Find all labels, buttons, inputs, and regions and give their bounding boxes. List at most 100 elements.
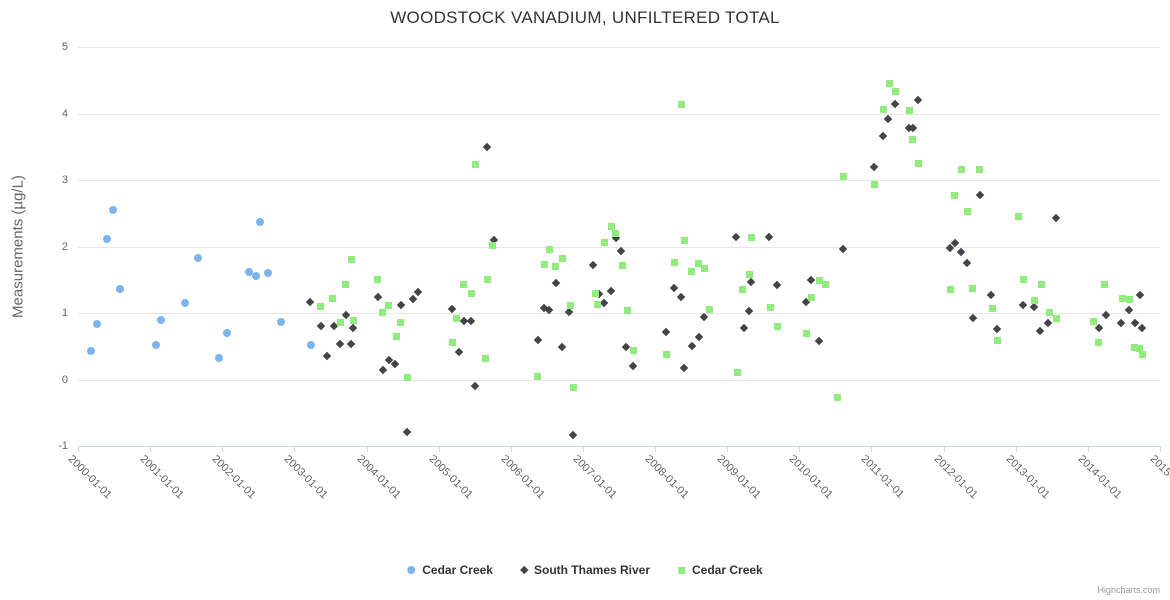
data-point-circle[interactable]: [180, 299, 189, 308]
data-point-diamond[interactable]: [687, 342, 696, 351]
data-point-square[interactable]: [885, 79, 893, 87]
data-point-diamond[interactable]: [807, 276, 816, 285]
data-point-square[interactable]: [600, 238, 608, 246]
data-point-diamond[interactable]: [1035, 326, 1045, 336]
data-point-square[interactable]: [348, 256, 356, 264]
data-point-square[interactable]: [336, 318, 344, 326]
data-point-circle[interactable]: [156, 315, 165, 324]
data-point-circle[interactable]: [306, 340, 315, 349]
data-point-circle[interactable]: [115, 285, 124, 294]
data-point-diamond[interactable]: [470, 381, 480, 391]
data-point-square[interactable]: [404, 373, 412, 381]
data-point-square[interactable]: [623, 307, 631, 315]
data-point-diamond[interactable]: [993, 324, 1002, 334]
data-point-diamond[interactable]: [403, 427, 412, 437]
data-point-square[interactable]: [317, 302, 325, 310]
data-point-square[interactable]: [453, 315, 461, 323]
data-point-diamond[interactable]: [739, 323, 748, 332]
data-point-square[interactable]: [384, 302, 392, 310]
highcharts-credits-link[interactable]: Highcharts.com: [1097, 585, 1160, 595]
data-point-square[interactable]: [594, 301, 602, 309]
data-point-square[interactable]: [570, 383, 578, 391]
data-point-circle[interactable]: [102, 234, 111, 243]
data-point-diamond[interactable]: [322, 351, 331, 360]
data-point-square[interactable]: [541, 261, 549, 269]
data-point-square[interactable]: [459, 281, 467, 289]
data-point-diamond[interactable]: [569, 430, 578, 439]
data-point-square[interactable]: [1020, 276, 1028, 284]
data-point-diamond[interactable]: [390, 359, 400, 369]
data-point-square[interactable]: [481, 355, 489, 363]
data-point-diamond[interactable]: [335, 339, 344, 348]
data-point-square[interactable]: [1052, 314, 1060, 322]
data-point-square[interactable]: [449, 338, 457, 346]
data-point-diamond[interactable]: [316, 322, 326, 331]
data-point-square[interactable]: [662, 350, 670, 358]
data-point-diamond[interactable]: [305, 298, 315, 307]
data-point-diamond[interactable]: [765, 232, 774, 241]
data-point-square[interactable]: [964, 207, 972, 215]
data-point-diamond[interactable]: [1051, 213, 1061, 223]
data-point-diamond[interactable]: [878, 131, 887, 141]
data-point-square[interactable]: [700, 264, 708, 272]
data-point-square[interactable]: [1119, 294, 1127, 302]
data-point-diamond[interactable]: [533, 336, 543, 345]
data-point-square[interactable]: [612, 229, 620, 237]
data-point-square[interactable]: [1101, 281, 1109, 289]
data-point-square[interactable]: [681, 236, 689, 244]
data-point-square[interactable]: [822, 280, 830, 288]
data-point-circle[interactable]: [151, 340, 160, 349]
data-point-square[interactable]: [392, 332, 400, 340]
data-point-square[interactable]: [472, 161, 480, 169]
data-point-circle[interactable]: [277, 317, 286, 326]
data-point-diamond[interactable]: [621, 342, 631, 352]
data-point-square[interactable]: [484, 276, 492, 284]
data-point-square[interactable]: [808, 294, 816, 302]
data-point-square[interactable]: [489, 241, 497, 249]
data-point-diamond[interactable]: [975, 190, 985, 199]
data-point-diamond[interactable]: [346, 340, 356, 349]
data-point-diamond[interactable]: [616, 246, 626, 256]
data-point-diamond[interactable]: [747, 278, 756, 287]
data-point-square[interactable]: [988, 304, 996, 312]
data-point-square[interactable]: [687, 268, 695, 276]
data-point-square[interactable]: [619, 262, 627, 270]
data-point-circle[interactable]: [215, 354, 224, 363]
data-point-square[interactable]: [739, 286, 747, 294]
data-point-diamond[interactable]: [373, 292, 383, 302]
data-point-square[interactable]: [816, 276, 824, 284]
data-point-square[interactable]: [1138, 351, 1146, 359]
legend-item-0[interactable]: Cedar Creek: [407, 563, 493, 577]
data-point-diamond[interactable]: [1102, 310, 1111, 320]
data-point-square[interactable]: [329, 294, 337, 302]
data-point-diamond[interactable]: [962, 258, 972, 268]
data-point-circle[interactable]: [86, 346, 95, 355]
data-point-square[interactable]: [467, 290, 475, 298]
data-point-square[interactable]: [1125, 296, 1133, 304]
data-point-square[interactable]: [946, 286, 954, 294]
data-point-diamond[interactable]: [1019, 300, 1028, 310]
data-point-diamond[interactable]: [483, 143, 492, 152]
data-point-diamond[interactable]: [396, 300, 406, 310]
data-point-diamond[interactable]: [662, 328, 671, 337]
data-point-square[interactable]: [670, 258, 678, 266]
data-point-square[interactable]: [545, 246, 553, 254]
data-point-square[interactable]: [1135, 345, 1143, 353]
data-point-diamond[interactable]: [699, 312, 709, 322]
data-point-square[interactable]: [1031, 297, 1039, 305]
data-point-diamond[interactable]: [968, 314, 978, 323]
data-point-square[interactable]: [558, 254, 566, 262]
data-point-diamond[interactable]: [986, 290, 996, 300]
data-point-circle[interactable]: [222, 328, 231, 337]
data-point-diamond[interactable]: [447, 304, 457, 314]
data-point-square[interactable]: [374, 276, 382, 284]
data-point-diamond[interactable]: [732, 232, 741, 241]
data-point-square[interactable]: [803, 329, 811, 337]
data-point-square[interactable]: [734, 368, 742, 376]
data-point-diamond[interactable]: [890, 99, 900, 108]
data-point-square[interactable]: [958, 166, 966, 174]
data-point-square[interactable]: [1095, 339, 1103, 347]
data-point-square[interactable]: [879, 105, 887, 113]
data-point-square[interactable]: [1014, 212, 1022, 220]
data-point-square[interactable]: [591, 290, 599, 298]
